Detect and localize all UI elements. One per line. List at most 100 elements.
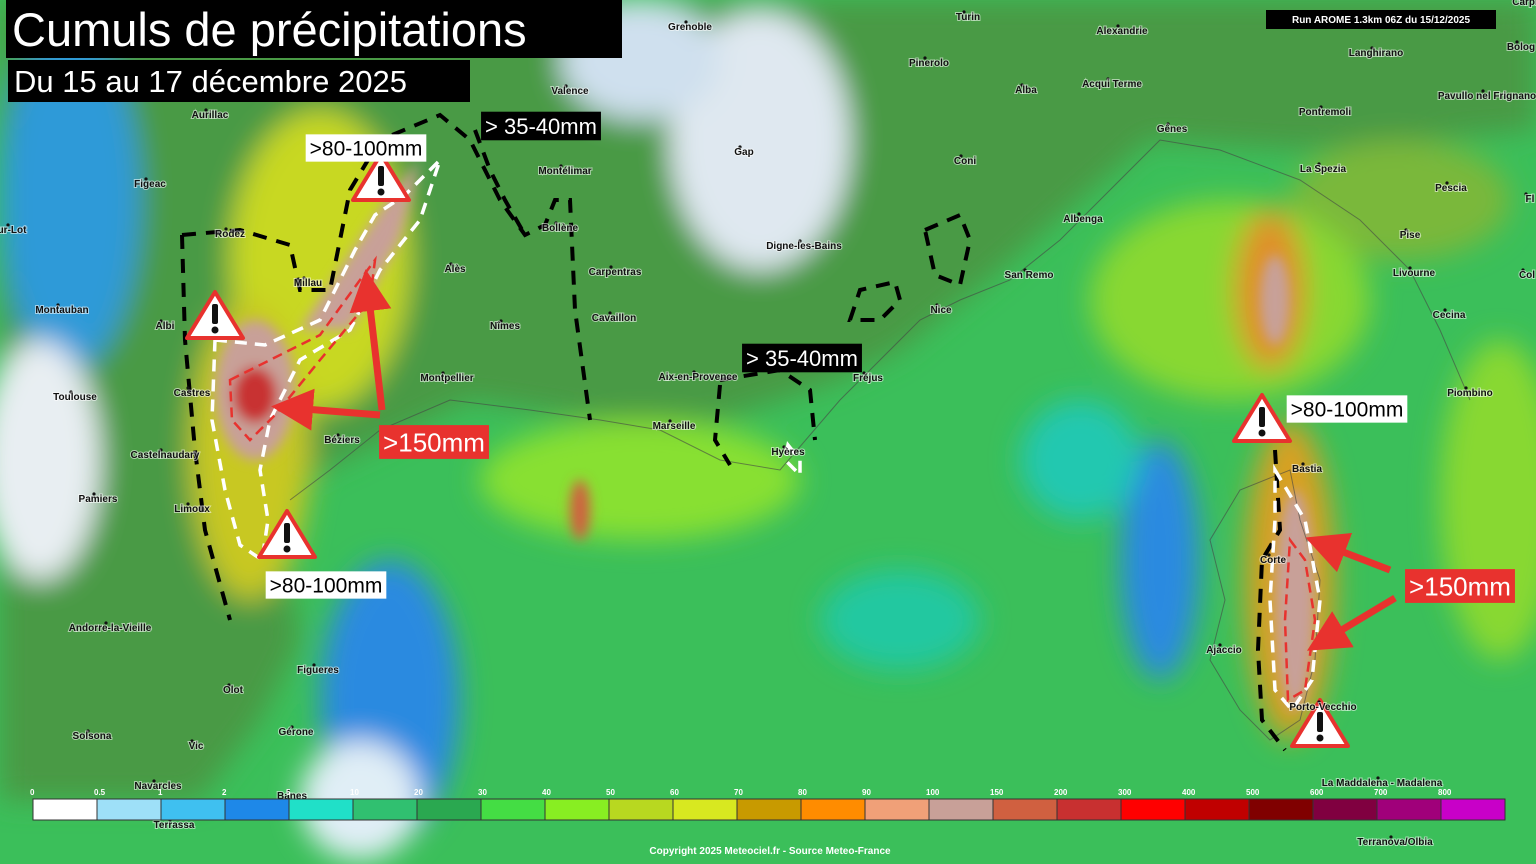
city-dot xyxy=(608,311,612,315)
city-dot xyxy=(1515,40,1519,44)
city-dot xyxy=(1408,266,1412,270)
annotation-box xyxy=(379,425,489,459)
city-dot xyxy=(1319,105,1323,109)
city-label: Castelnaudary xyxy=(131,450,200,461)
city-dot xyxy=(554,221,558,225)
city-dot xyxy=(190,739,194,743)
city-dot xyxy=(1020,83,1024,87)
city-dot xyxy=(1301,462,1305,466)
city-label: La Spezia xyxy=(1300,164,1347,175)
title: Cumuls de précipitations xyxy=(12,3,527,56)
legend-label: 600 xyxy=(1310,788,1324,797)
city-dot xyxy=(159,319,163,323)
legend: 0 0.5 1 2 5 10 20 30 40 50 60 70 80 90 100 150 200 300 400… xyxy=(30,788,1506,821)
city-label: Albenga xyxy=(1063,214,1103,225)
warning-bar xyxy=(378,166,384,186)
city-label: Montpellier xyxy=(420,373,473,384)
legend-swatch xyxy=(800,798,866,821)
city-dot xyxy=(1464,386,1468,390)
warning-bar xyxy=(284,523,290,543)
legend-swatch xyxy=(160,798,226,821)
city-dot xyxy=(1317,700,1321,704)
annotation-label: >80-100mm xyxy=(310,138,423,161)
city-label: Valence xyxy=(551,86,589,97)
city-dot xyxy=(959,154,963,158)
annotations: >80-100mm >80-100mm >80-100mm > 35-40mm > 35… xyxy=(265,111,1515,603)
legend-swatch xyxy=(1120,798,1186,821)
city-label: Col xyxy=(1519,270,1535,281)
city-label: Acqui Terme xyxy=(1082,79,1142,90)
city-label: Livourne xyxy=(1393,268,1436,279)
city-dot xyxy=(1023,268,1027,272)
warning-icons xyxy=(185,152,1350,748)
city-dot xyxy=(56,303,60,307)
city-dot xyxy=(1370,46,1374,50)
city-label: La Maddalena - Madalena xyxy=(1322,778,1443,789)
city-label: Langhirano xyxy=(1349,48,1403,59)
city-label: Alexandrie xyxy=(1096,26,1148,37)
city-dot xyxy=(782,445,786,449)
city-label: Coni xyxy=(954,156,976,167)
city-dot xyxy=(69,390,73,394)
legend-swatch xyxy=(1056,798,1122,821)
legend-label: 500 xyxy=(1246,788,1260,797)
city-label: Corte xyxy=(1260,555,1287,566)
city-label: Alès xyxy=(444,264,466,275)
city-dot xyxy=(1106,77,1110,81)
city-dot xyxy=(1267,553,1271,557)
city-label: Terranova/Olbia xyxy=(1357,837,1433,848)
warning-dot xyxy=(1316,734,1324,742)
legend-swatch xyxy=(96,798,162,821)
city-dot xyxy=(923,56,927,60)
city-dot xyxy=(862,371,866,375)
legend-label: 5 xyxy=(286,788,291,797)
arrows xyxy=(271,269,1397,651)
legend-label: 300 xyxy=(1118,788,1132,797)
city-label: Millau xyxy=(294,278,322,289)
city-dot xyxy=(738,145,742,149)
city-dot xyxy=(1376,776,1380,780)
city-label: Ajaccio xyxy=(1206,645,1242,656)
annotation-label: > 35-40mm xyxy=(485,114,597,139)
city-dot xyxy=(1481,89,1485,93)
city-dot xyxy=(204,108,208,112)
copyright: Copyright 2025 Meteociel.fr - Source Met… xyxy=(649,846,891,857)
warning-bar xyxy=(1259,407,1265,427)
city-label: Hyères xyxy=(771,447,805,458)
legend-label: 60 xyxy=(670,788,679,797)
city-label: Fréjus xyxy=(853,373,883,384)
city-label: Pontremoli xyxy=(1299,107,1351,118)
city-dot xyxy=(1443,308,1447,312)
warning-dot xyxy=(1258,429,1266,437)
city-label: Béziers xyxy=(324,435,360,446)
legend-swatch xyxy=(1248,798,1314,821)
city-dot xyxy=(962,10,966,14)
city-label: Gérone xyxy=(278,727,313,738)
city-label: Limoux xyxy=(174,504,210,515)
city-label: Terrassa xyxy=(154,820,195,831)
annotation-box xyxy=(305,134,427,162)
legend-swatch xyxy=(864,798,930,821)
city-dot xyxy=(104,621,108,625)
city-label: Digne-les-Bains xyxy=(766,241,842,252)
city-dot xyxy=(159,448,163,452)
legend-label: 10 xyxy=(350,788,359,797)
city-label: Aix-en-Provence xyxy=(659,372,738,383)
subtitle: Du 15 au 17 décembre 2025 xyxy=(14,64,407,99)
city-dot xyxy=(564,84,568,88)
legend-label: 150 xyxy=(990,788,1004,797)
city-label: Turin xyxy=(956,12,980,23)
city-dot xyxy=(336,433,340,437)
legend-label: 50 xyxy=(606,788,615,797)
city-dot xyxy=(692,370,696,374)
city-dot xyxy=(224,227,228,231)
title-block: Cumuls de précipitations Du 15 au 17 déc… xyxy=(6,0,1496,102)
legend-swatch xyxy=(1376,798,1442,821)
annotation-box xyxy=(1405,569,1515,603)
city-label: Pavullo nel Frignano xyxy=(1438,91,1536,102)
city-dot xyxy=(86,729,90,733)
legend-swatch xyxy=(672,798,738,821)
legend-swatch xyxy=(992,798,1058,821)
